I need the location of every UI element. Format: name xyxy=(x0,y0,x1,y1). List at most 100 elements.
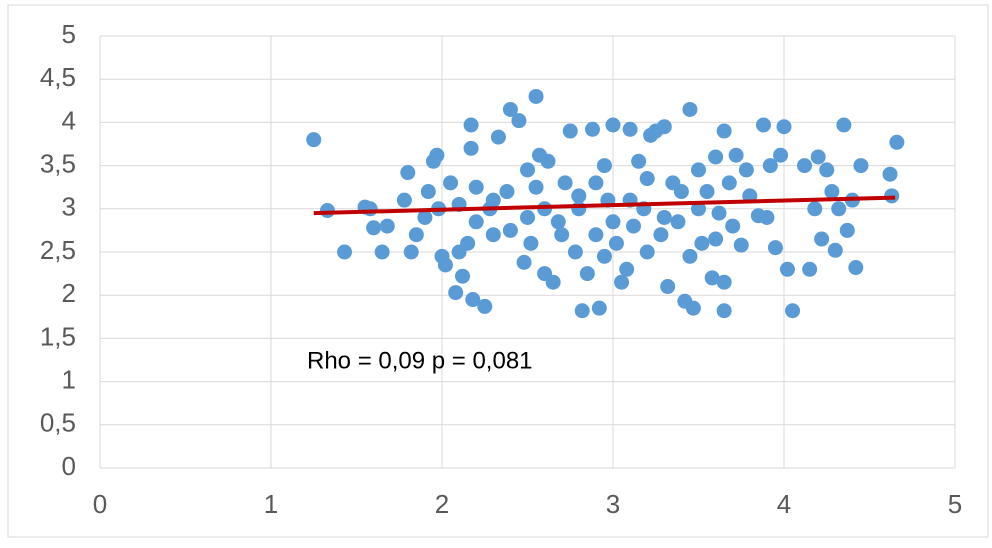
y-tick-label: 4,5 xyxy=(40,62,76,92)
x-tick-label: 5 xyxy=(948,489,962,519)
point xyxy=(396,192,412,208)
x-tick-label: 4 xyxy=(777,489,791,519)
point xyxy=(550,214,566,230)
point xyxy=(656,119,672,135)
point xyxy=(762,158,778,174)
point xyxy=(557,175,573,191)
y-tick-label: 4 xyxy=(62,105,76,135)
point xyxy=(682,248,698,264)
point xyxy=(682,101,698,117)
point xyxy=(448,285,464,301)
point xyxy=(827,242,843,258)
y-tick-label: 5 xyxy=(62,19,76,49)
point xyxy=(468,214,484,230)
point xyxy=(728,147,744,163)
point xyxy=(670,214,686,230)
point xyxy=(366,220,382,236)
point xyxy=(738,162,754,178)
point xyxy=(571,201,587,217)
point xyxy=(759,209,775,225)
point xyxy=(836,117,852,133)
point xyxy=(656,209,672,225)
point xyxy=(605,117,621,133)
point xyxy=(889,134,905,150)
x-tick-label: 1 xyxy=(264,489,278,519)
point xyxy=(591,300,607,316)
point xyxy=(319,203,335,219)
point xyxy=(614,274,630,290)
point xyxy=(848,260,864,276)
point xyxy=(571,188,587,204)
point xyxy=(619,261,635,277)
point xyxy=(725,218,741,234)
point xyxy=(455,268,471,284)
point xyxy=(588,227,604,243)
y-tick-label: 0,5 xyxy=(40,408,76,438)
point xyxy=(584,121,600,137)
point xyxy=(374,244,390,260)
point xyxy=(807,201,823,217)
point xyxy=(574,303,590,319)
y-tick-label: 0 xyxy=(62,451,76,481)
point xyxy=(499,184,515,200)
y-tick-label: 2 xyxy=(62,278,76,308)
point xyxy=(622,121,638,137)
y-tick-label: 2,5 xyxy=(40,235,76,265)
point xyxy=(814,231,830,247)
point xyxy=(699,184,715,200)
point xyxy=(708,231,724,247)
point xyxy=(779,261,795,277)
point xyxy=(626,218,642,234)
point xyxy=(490,129,506,145)
point xyxy=(567,244,583,260)
point xyxy=(400,165,416,181)
point xyxy=(579,266,595,282)
point xyxy=(437,257,453,273)
point xyxy=(511,113,527,129)
point xyxy=(810,149,826,165)
y-tick-label: 3,5 xyxy=(40,148,76,178)
y-tick-label: 1,5 xyxy=(40,321,76,351)
point xyxy=(819,162,835,178)
point xyxy=(502,222,518,238)
point xyxy=(755,117,771,133)
point xyxy=(540,153,556,169)
point xyxy=(608,235,624,251)
point xyxy=(408,227,424,243)
x-tick-label: 3 xyxy=(606,489,620,519)
point xyxy=(485,192,501,208)
trend-line xyxy=(313,195,896,216)
point xyxy=(520,209,535,225)
point xyxy=(528,88,544,104)
x-tick-label: 0 xyxy=(93,489,107,519)
point xyxy=(716,123,732,139)
point xyxy=(773,147,789,163)
point xyxy=(733,237,749,253)
point xyxy=(460,235,476,251)
point xyxy=(685,300,701,316)
point xyxy=(417,209,433,225)
point xyxy=(485,227,501,243)
point xyxy=(463,140,479,156)
point xyxy=(554,227,570,243)
point xyxy=(824,184,840,200)
point xyxy=(704,270,720,286)
point xyxy=(605,214,621,230)
point xyxy=(420,184,436,200)
point xyxy=(362,201,378,217)
point xyxy=(631,153,647,169)
chart-frame xyxy=(7,4,989,538)
point xyxy=(716,303,732,319)
annotation: Rho = 0,09 p = 0,081 xyxy=(307,347,533,374)
point xyxy=(463,117,479,133)
point xyxy=(653,227,669,243)
point xyxy=(639,171,655,187)
point xyxy=(802,261,818,277)
point xyxy=(502,101,518,117)
point xyxy=(588,175,604,191)
point xyxy=(882,166,898,182)
point xyxy=(596,248,612,264)
point xyxy=(523,235,539,251)
point xyxy=(516,254,532,270)
point xyxy=(403,244,419,260)
